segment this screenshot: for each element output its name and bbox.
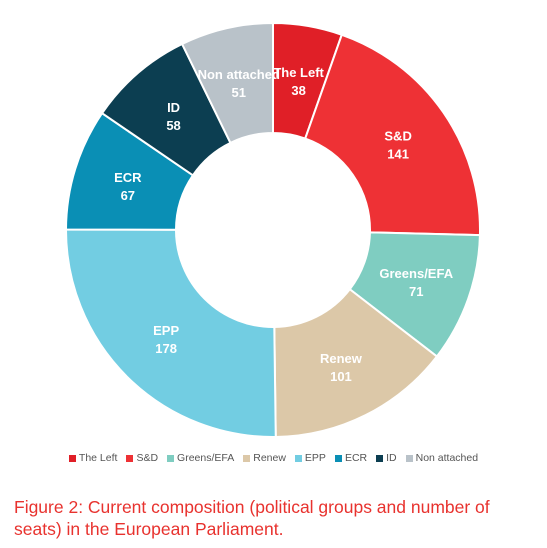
legend-swatch: [68, 454, 76, 462]
slice-non-attached: [180, 21, 274, 145]
legend-swatch: [376, 454, 384, 462]
slice-label: The Left 38: [273, 65, 324, 98]
slice-label: EPP 178: [153, 323, 179, 356]
legend-item: ID: [376, 452, 397, 464]
legend-swatch: [167, 454, 175, 462]
legend-item: The Left: [68, 452, 118, 464]
slice-label: Greens/EFA 71: [379, 266, 453, 299]
chart-legend: The Left S&D Greens/EFA Renew EPP ECR ID Non at…: [0, 452, 547, 464]
legend-item: Greens/EFA: [167, 452, 234, 464]
slice-label: Non attached 51: [198, 67, 280, 100]
legend-label: S&D: [136, 452, 159, 464]
legend-item: EPP: [294, 452, 326, 464]
legend-label: Non attached: [415, 452, 479, 464]
legend-label: ID: [386, 452, 397, 464]
legend-label: EPP: [304, 452, 326, 464]
slice-renew: [273, 287, 439, 438]
legend-swatch: [405, 454, 413, 462]
legend-label: ECR: [344, 452, 368, 464]
legend-item: Renew: [243, 452, 286, 464]
donut-chart: The Left 38 S&D 141 Greens/EFA 71 Renew 101 EPP 1…: [64, 21, 481, 438]
legend-label: Greens/EFA: [177, 452, 235, 464]
legend-item: ECR: [334, 452, 368, 464]
slice-label: ID 58: [166, 100, 180, 133]
legend-swatch: [334, 454, 342, 462]
legend-swatch: [243, 454, 251, 462]
slice-s-d: [303, 33, 481, 237]
figure-caption: Figure 2: Current composition (political…: [14, 497, 490, 539]
legend-label: The Left: [78, 452, 118, 464]
slice-label: Renew 101: [320, 351, 363, 384]
legend-swatch: [126, 454, 134, 462]
slice-label: S&D 141: [384, 129, 411, 162]
slice-epp: [65, 228, 277, 438]
legend-item: Non attached: [405, 452, 479, 464]
legend-item: S&D: [126, 452, 158, 464]
legend-label: Renew: [253, 452, 286, 464]
slice-label: ECR 67: [114, 170, 142, 203]
legend-swatch: [294, 454, 302, 462]
